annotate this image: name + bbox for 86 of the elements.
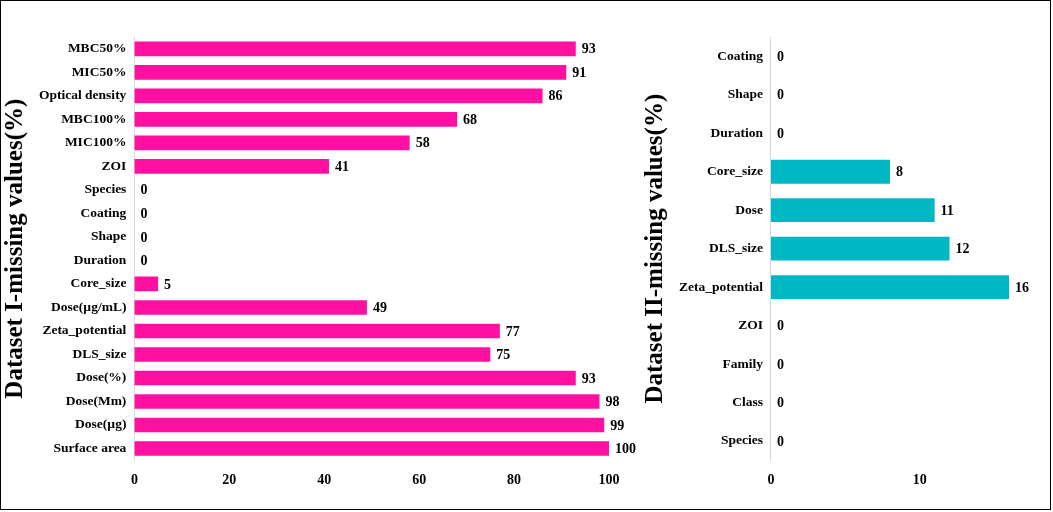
data-label: 0 <box>776 125 784 141</box>
bar <box>134 88 543 104</box>
x-tick-label: 0 <box>767 472 775 488</box>
data-label: 93 <box>581 370 596 386</box>
bar <box>134 370 576 386</box>
data-label: 0 <box>776 433 784 449</box>
data-label: 77 <box>505 323 520 339</box>
data-label: 41 <box>334 158 349 174</box>
y-tick-label: Coating <box>717 47 764 63</box>
data-label: 0 <box>776 356 784 372</box>
y-tick-label: Species <box>84 181 127 197</box>
data-label: 0 <box>140 182 148 198</box>
data-label: 0 <box>776 48 784 64</box>
y-tick-label: Shape <box>727 86 763 102</box>
bar <box>134 417 605 433</box>
data-label: 5 <box>164 276 172 292</box>
data-label: 16 <box>1015 279 1029 295</box>
x-tick-label: 10 <box>912 472 927 488</box>
bar <box>134 135 410 151</box>
y-tick-label: Coating <box>80 204 127 220</box>
y-tick-label: Class <box>732 393 763 409</box>
data-label: 12 <box>955 241 970 257</box>
y-axis-title: Dataset I-missing values(%) <box>0 98 29 399</box>
y-tick-label: Duration <box>73 251 127 267</box>
data-label: 91 <box>572 64 587 80</box>
data-label: 0 <box>140 206 148 221</box>
data-label: 8 <box>896 164 903 180</box>
bar <box>770 236 950 261</box>
data-label: 0 <box>776 318 784 334</box>
data-label: 0 <box>140 229 148 245</box>
data-label: 86 <box>548 88 563 104</box>
x-tick-label: 40 <box>317 472 332 488</box>
y-tick-label: DLS_size <box>708 240 763 256</box>
bar <box>134 323 500 339</box>
data-label: 58 <box>415 135 430 151</box>
y-tick-label: Dose(Mm) <box>65 392 127 408</box>
bar <box>134 159 329 174</box>
data-label: 93 <box>581 41 596 57</box>
data-label: 99 <box>610 417 625 433</box>
data-label: 0 <box>776 395 784 411</box>
data-label: 0 <box>776 87 784 103</box>
y-tick-label: Surface area <box>53 439 127 455</box>
y-tick-label: Duration <box>710 124 764 140</box>
y-tick-label: Zeta_potential <box>678 278 764 294</box>
y-tick-label: Dose(µg/mL) <box>51 298 127 314</box>
y-tick-label: Family <box>722 355 764 371</box>
data-label: 49 <box>372 300 387 316</box>
x-tick-label: 100 <box>598 472 620 488</box>
bar <box>134 394 600 409</box>
bar <box>134 41 576 57</box>
data-label: 11 <box>940 202 954 218</box>
data-label: 68 <box>463 111 478 127</box>
bar <box>134 276 159 292</box>
bar <box>770 198 935 223</box>
x-tick-label: 20 <box>222 472 237 488</box>
y-tick-label: ZOI <box>101 157 127 173</box>
y-tick-label: MIC50% <box>71 63 127 79</box>
bar <box>134 347 491 362</box>
y-tick-label: Core_size <box>707 163 763 179</box>
y-tick-label: DLS_size <box>72 345 127 361</box>
data-label: 0 <box>140 253 148 269</box>
y-tick-label: Species <box>720 432 763 448</box>
x-tick-label: 0 <box>130 472 138 488</box>
y-tick-label: ZOI <box>738 317 763 333</box>
y-axis-title: Dataset II-missing values(%) <box>640 93 669 404</box>
y-tick-label: Zeta_potential <box>42 322 127 338</box>
data-label: 75 <box>496 347 511 363</box>
bar <box>770 159 890 184</box>
bar <box>134 112 458 127</box>
x-tick-label: 80 <box>507 472 522 488</box>
bar <box>134 300 367 315</box>
y-tick-label: MBC100% <box>61 110 127 126</box>
bar <box>134 65 567 80</box>
bar <box>134 441 609 456</box>
y-tick-label: Optical density <box>38 87 127 103</box>
y-tick-label: Dose(µg) <box>75 416 127 432</box>
data-label: 98 <box>605 394 620 410</box>
data-label: 100 <box>615 441 636 457</box>
y-tick-label: Core_size <box>70 275 127 291</box>
y-tick-label: MBC50% <box>67 40 127 56</box>
bar <box>770 275 1009 300</box>
x-tick-label: 60 <box>412 472 427 488</box>
y-tick-label: Shape <box>91 228 127 244</box>
y-tick-label: Dose <box>735 201 763 217</box>
y-tick-label: MIC100% <box>64 134 127 150</box>
y-tick-label: Dose(%) <box>76 369 127 385</box>
